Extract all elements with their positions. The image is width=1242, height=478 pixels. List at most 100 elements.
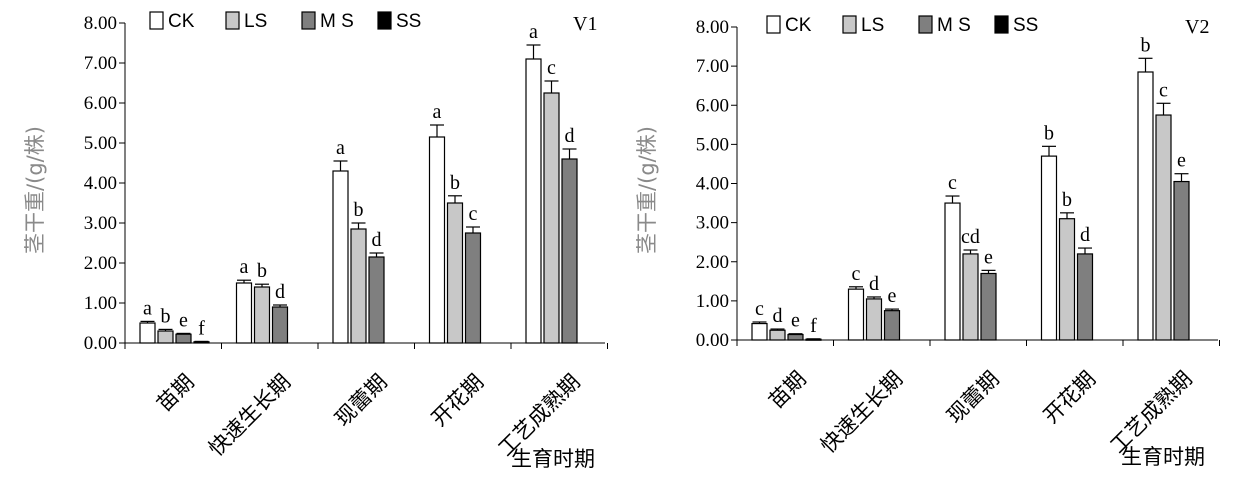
bar (332, 170, 349, 344)
significance-letter: d (773, 305, 783, 327)
x-category-label: 现蕾期 (330, 370, 392, 432)
legend-label: CK (785, 15, 812, 36)
x-category-label: 开花期 (1039, 367, 1101, 429)
y-tick-label: 1.00 (84, 293, 117, 314)
legend-swatch (842, 15, 857, 34)
legend-swatch (994, 15, 1009, 34)
bar (175, 333, 192, 344)
bar (847, 288, 865, 341)
bar (787, 333, 804, 341)
significance-letter: b (161, 305, 171, 327)
significance-letter: a (240, 256, 249, 278)
chart-panel-v1: 0.00 1.00 2.00 3.00 4.00 5.00 6.00 7.00 8.00 苗期 快速… (23, 11, 608, 471)
significance-letter: a (336, 137, 345, 159)
panel-label: V1 (573, 13, 597, 35)
y-tick-label: 0.00 (696, 330, 729, 351)
bar (446, 202, 464, 344)
bar (980, 272, 997, 341)
y-tick-label: 2.00 (696, 252, 729, 273)
x-category-label: 苗期 (764, 367, 811, 414)
y-tick-label: 3.00 (84, 213, 117, 234)
y-axis-title: 茎干重/(g/株) (635, 126, 659, 254)
significance-letter: e (179, 309, 188, 331)
bar (1137, 71, 1154, 341)
significance-letter: b (450, 172, 460, 194)
significance-letter: c (755, 298, 764, 320)
x-category-label: 开花期 (427, 370, 489, 432)
bar (464, 232, 482, 344)
bar (543, 92, 560, 344)
y-tick-label: 5.00 (696, 134, 729, 155)
significance-letter: f (198, 317, 205, 339)
chart-panel-v2: 0.00 1.00 2.00 3.00 4.00 5.00 6.00 7.00 8.00 苗期 快速… (635, 15, 1220, 469)
significance-letter: c (852, 263, 861, 285)
bar (1173, 180, 1190, 341)
x-category-label: 快速生长期 (204, 370, 295, 461)
bar (253, 286, 271, 344)
legend-swatch (766, 15, 781, 34)
significance-letter: b (1062, 189, 1072, 211)
y-axis-title: 茎干重/(g/株) (23, 126, 47, 254)
significance-letter: c (1159, 79, 1168, 101)
y-tick-label: 3.00 (696, 213, 729, 234)
bar (751, 322, 768, 341)
significance-letter: b (1141, 34, 1151, 56)
significance-letter: c (948, 172, 957, 194)
bar (883, 310, 901, 341)
significance-letter: a (529, 21, 538, 43)
significance-letter: b (1044, 122, 1054, 144)
bar (1040, 155, 1058, 341)
significance-letter: e (984, 246, 993, 268)
significance-letter: d (565, 125, 575, 147)
y-tick-label: 8.00 (696, 17, 729, 38)
panel-label: V2 (1185, 16, 1209, 38)
y-tick-label: 0.00 (84, 333, 117, 354)
significance-letter: e (791, 310, 800, 332)
significance-letter: d (1080, 224, 1090, 246)
significance-letter: d (275, 281, 285, 303)
bar (271, 306, 289, 344)
legend-label: SS (1013, 15, 1038, 36)
significance-letter: e (1177, 150, 1186, 172)
significance-letter: e (888, 285, 897, 307)
significance-letter: f (810, 315, 817, 337)
legend-label: CK (168, 11, 195, 32)
bar (1155, 114, 1172, 341)
bar (561, 158, 578, 344)
significance-letter: a (143, 297, 152, 319)
bar (1076, 253, 1094, 341)
legend-swatch (918, 15, 933, 34)
x-category-label: 苗期 (152, 370, 199, 417)
y-tick-label: 4.00 (84, 173, 117, 194)
y-tick-label: 6.00 (84, 93, 117, 114)
y-tick-label: 7.00 (84, 53, 117, 74)
y-tick-label: 5.00 (84, 133, 117, 154)
significance-letter: c (547, 57, 556, 79)
legend-swatch (377, 11, 392, 30)
significance-letter: c (469, 203, 478, 225)
x-axis-title: 生育时期 (1121, 445, 1205, 469)
x-axis-title: 生育时期 (511, 447, 595, 471)
bar (368, 256, 385, 344)
y-tick-label: 7.00 (696, 56, 729, 77)
significance-letter: d (372, 229, 382, 251)
significance-letter: a (433, 101, 442, 123)
legend-label: LS (244, 11, 267, 32)
bar (1058, 218, 1076, 341)
bar (944, 202, 961, 341)
bar (139, 322, 156, 344)
legend-label: M S (320, 11, 354, 32)
bar (350, 228, 367, 344)
legend-swatch (149, 11, 164, 30)
legend-label: LS (861, 15, 884, 36)
legend-swatch (225, 11, 240, 30)
bar (962, 253, 979, 341)
significance-letter: b (257, 260, 267, 282)
y-tick-label: 2.00 (84, 253, 117, 274)
legend-swatch (301, 11, 316, 30)
bar (157, 330, 174, 344)
legend-label: SS (396, 11, 421, 32)
bar (428, 136, 446, 344)
significance-letter: b (354, 199, 364, 221)
